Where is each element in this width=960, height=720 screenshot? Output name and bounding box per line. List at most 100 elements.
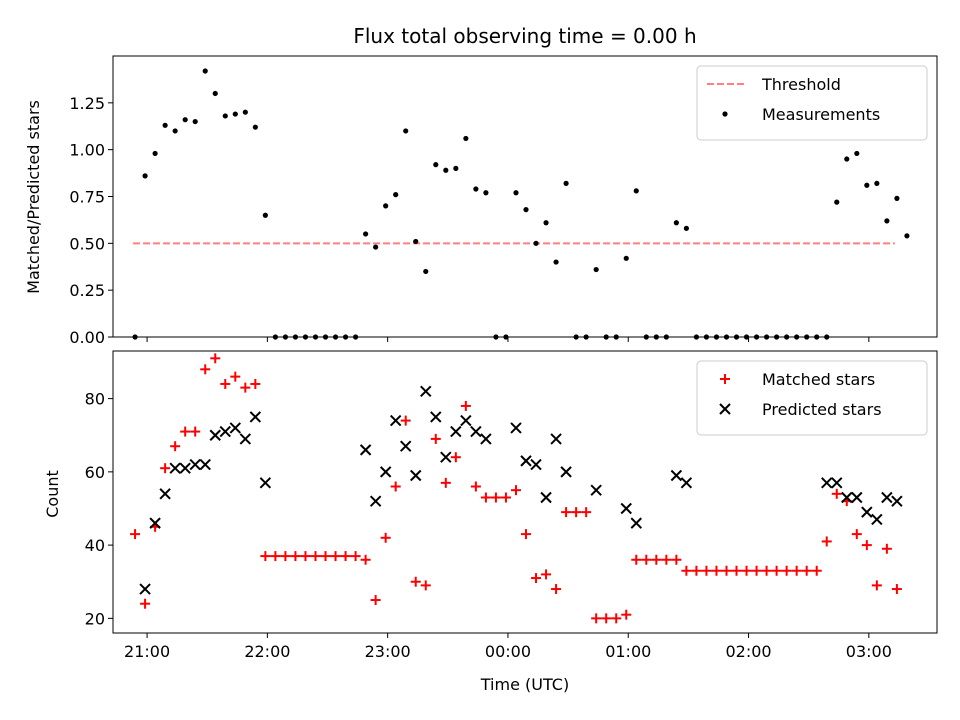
data-point [731,565,742,576]
data-point [380,532,391,543]
data-point [553,259,559,265]
data-point [801,565,812,576]
data-point [530,458,542,471]
data-point [854,150,860,157]
data-point [369,495,382,507]
x-stroke-b [560,466,572,478]
legend-label: Predicted stars [762,400,882,419]
x-tick-label: 23:00 [365,642,411,661]
x-stroke-b [259,477,272,489]
data-point [340,551,351,562]
data-point [239,433,252,445]
data-point [272,334,278,340]
data-point [693,334,700,340]
data-point [282,334,289,340]
data-point [573,334,579,340]
data-point [561,507,572,518]
chart-title: Flux total observing time = 0.00 h [353,24,696,48]
x-stroke-b [530,458,542,471]
data-point [390,481,401,492]
data-point [230,371,241,382]
data-point [771,565,782,576]
data-point [433,162,439,168]
x-tick-label: 03:00 [846,642,892,661]
data-point [192,118,198,125]
data-point [681,565,692,576]
data-point [210,353,221,364]
data-point [821,536,832,547]
data-point [169,462,181,474]
data-point [881,491,893,504]
y-tick-label: 60 [85,463,105,482]
x-stroke-b [450,425,462,438]
legend: Matched stars Predicted stars [696,360,928,436]
x-stroke-b [410,469,422,482]
x-stroke-b [249,411,262,423]
data-point [322,334,329,340]
data-point [804,334,810,340]
data-point [450,452,461,463]
x-stroke-b [209,429,221,441]
legend-label: Matched stars [762,370,875,389]
data-point [400,415,411,426]
x-stroke-b [510,422,522,434]
data-point [222,113,228,119]
data-point [220,378,231,389]
data-point [260,551,271,562]
data-point [781,565,792,576]
x-stroke-b [239,433,252,445]
x-stroke-b [470,425,482,438]
data-point [581,507,592,518]
data-point [352,334,359,340]
data-point [691,565,702,576]
data-point [540,491,552,504]
data-point [864,182,870,188]
data-point [400,440,412,452]
data-point [302,334,309,340]
x-tick-label: 00:00 [485,642,531,661]
data-point [871,513,883,526]
data-point [440,451,452,463]
data-point [219,425,231,438]
data-point [621,609,632,620]
data-point [259,477,272,489]
data-point [483,190,489,196]
x-tick-label: 22:00 [244,642,290,661]
data-point [550,433,562,445]
data-point [470,481,481,492]
data-point [623,255,629,261]
x-stroke-b [179,462,191,474]
top-plot: 0.00 0.25 0.50 0.75 1.00 1.25 Threshold Measure… [69,55,938,347]
bottom-plot: 20 40 60 80 21:00 22:00 23:00 00:00 01:00 02:00 03… [85,350,938,661]
x-stroke-b [460,414,472,427]
data-point [423,268,429,275]
top-y-axis-label: Matched/Predicted stars [24,100,43,294]
data-point [811,565,822,576]
data-point [673,220,679,226]
data-point [132,334,138,340]
x-stroke-b [229,422,242,434]
x-stroke-b [841,491,853,504]
data-point [703,334,710,340]
data-point [389,414,402,427]
legend-label: Measurements [762,105,880,124]
data-point [851,491,863,504]
x-stroke-b [420,385,432,397]
data-point [593,266,599,273]
data-point [162,122,168,128]
data-point [342,334,349,340]
data-point [480,433,492,445]
data-point [420,385,432,397]
data-point [533,240,539,246]
x-stroke-b [159,488,171,500]
data-point [661,554,672,565]
data-point [330,551,341,562]
data-point [611,613,622,624]
y-tick-label: 20 [85,609,105,628]
x-stroke-b [400,440,412,452]
plot-frame [112,350,938,634]
x-stroke-b [590,484,602,496]
data-point [139,583,151,595]
data-point [443,167,449,173]
